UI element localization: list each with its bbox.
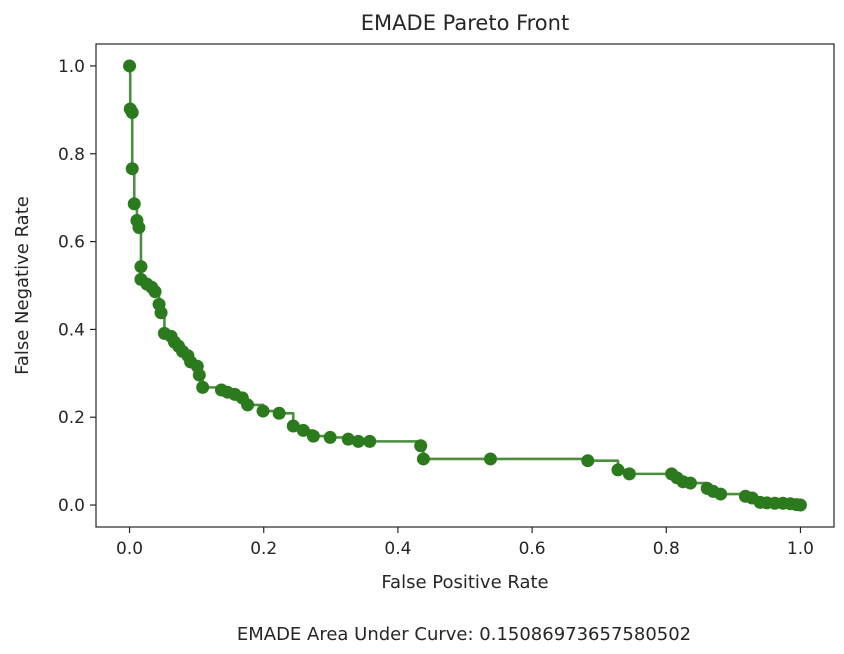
pareto-point [148, 285, 162, 299]
pareto-point [793, 498, 807, 512]
pareto-point [127, 197, 141, 211]
x-tick-label: 0.6 [519, 539, 546, 559]
pareto-point [123, 59, 137, 73]
pareto-point [241, 398, 255, 412]
pareto-point [351, 434, 365, 448]
pareto-point [341, 432, 355, 446]
pareto-point [192, 368, 206, 382]
chart-marks [123, 59, 807, 512]
x-tick-label: 0.2 [250, 539, 277, 559]
pareto-point [622, 467, 636, 481]
pareto-point [272, 406, 286, 420]
pareto-point [125, 162, 139, 176]
x-tick-label: 1.0 [787, 539, 814, 559]
pareto-point [323, 430, 337, 444]
x-axis-ticks: 0.0 0.2 0.4 0.6 0.8 1.0 [116, 527, 814, 559]
x-tick-label: 0.0 [116, 539, 143, 559]
pareto-point [416, 452, 430, 466]
pareto-point [256, 404, 270, 418]
x-tick-label: 0.4 [384, 539, 411, 559]
pareto-point [134, 260, 148, 274]
y-tick-label: 0.0 [58, 496, 85, 516]
pareto-point [125, 105, 139, 119]
chart-title: EMADE Pareto Front [361, 11, 569, 35]
y-axis-label: False Negative Rate [12, 196, 33, 375]
pareto-point [154, 306, 168, 320]
pareto-point [683, 476, 697, 490]
pareto-step-line [128, 64, 802, 506]
pareto-point [611, 463, 625, 477]
pareto-point [306, 429, 320, 443]
y-tick-label: 1.0 [58, 57, 85, 77]
pareto-point [414, 439, 428, 453]
pareto-point [581, 454, 595, 468]
pareto-point [714, 487, 728, 501]
pareto-point [286, 419, 300, 433]
pareto-point [363, 434, 377, 448]
y-tick-label: 0.8 [58, 145, 85, 165]
y-axis-ticks: 0.0 0.2 0.4 0.6 0.8 1.0 [58, 57, 96, 516]
pareto-point [483, 452, 497, 466]
auc-footnote: EMADE Area Under Curve: 0.15086973657580… [237, 624, 691, 645]
y-tick-label: 0.4 [58, 320, 85, 340]
pareto-point [132, 221, 146, 235]
pareto-point [296, 423, 310, 437]
pareto-point [196, 380, 210, 394]
y-tick-label: 0.6 [58, 233, 85, 253]
plot-frame [95, 43, 835, 528]
x-tick-label: 0.8 [653, 539, 680, 559]
x-axis-label: False Positive Rate [381, 572, 548, 593]
y-tick-label: 0.2 [58, 408, 85, 428]
